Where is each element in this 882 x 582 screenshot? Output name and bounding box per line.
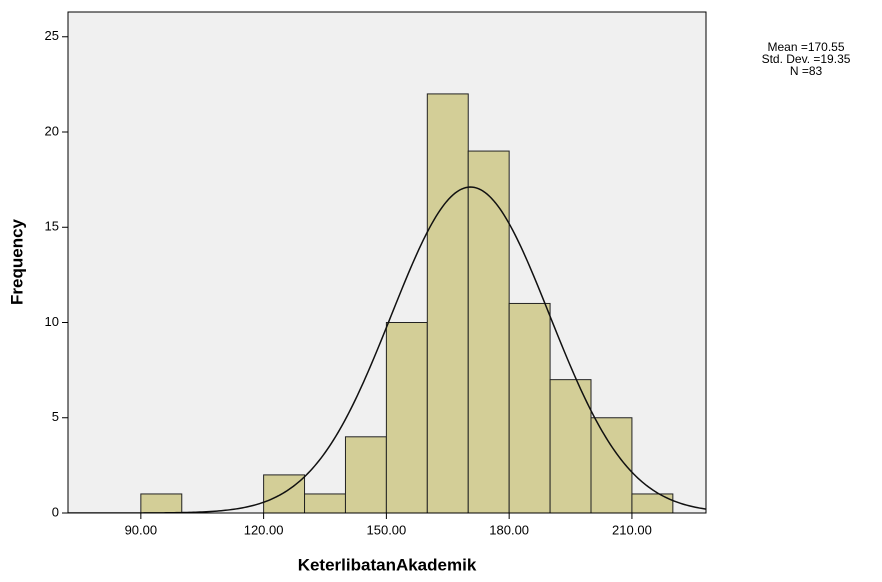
x-axis-title: KeterlibatanAkademik bbox=[298, 555, 477, 574]
bar bbox=[508, 302, 551, 514]
y-tick-label: 15 bbox=[45, 219, 59, 234]
x-tick-label: 90.00 bbox=[125, 522, 158, 537]
y-tick-label: 0 bbox=[52, 504, 59, 519]
x-tick-label: 210.00 bbox=[612, 522, 652, 537]
y-tick-label: 20 bbox=[45, 123, 59, 138]
stat-n: N =83 bbox=[790, 64, 823, 78]
x-tick-label: 120.00 bbox=[244, 522, 284, 537]
y-tick-label: 10 bbox=[45, 314, 59, 329]
stat-std-dev: Std. Dev. =19.35 bbox=[762, 52, 851, 66]
stat-mean: Mean =170.55 bbox=[767, 40, 844, 54]
x-tick-label: 180.00 bbox=[489, 522, 529, 537]
bar bbox=[304, 493, 346, 514]
y-tick-label: 25 bbox=[45, 28, 59, 43]
bar bbox=[263, 474, 306, 514]
bar bbox=[344, 436, 387, 514]
bar bbox=[140, 493, 183, 514]
bar bbox=[385, 322, 428, 514]
bar bbox=[426, 93, 469, 514]
y-axis-title: Frequency bbox=[7, 218, 26, 305]
y-tick-label: 5 bbox=[52, 409, 59, 424]
bar bbox=[631, 493, 674, 514]
x-tick-label: 150.00 bbox=[367, 522, 407, 537]
bar bbox=[467, 150, 510, 514]
